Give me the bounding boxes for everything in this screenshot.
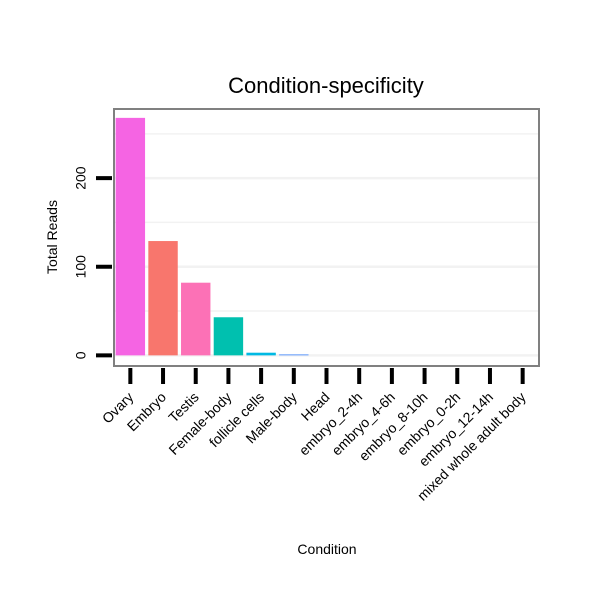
y-tick-label: 0: [73, 351, 89, 359]
y-tick-label: 200: [73, 166, 89, 190]
x-axis-label: Condition: [297, 541, 356, 557]
y-tick-label: 100: [73, 255, 89, 279]
bar-3: [213, 317, 244, 356]
bars: [115, 117, 309, 356]
chart-title: Condition-specificity: [228, 73, 424, 98]
bar-5: [279, 354, 309, 356]
y-axis: 0 100 200: [73, 166, 112, 359]
bar-1: [148, 241, 178, 356]
y-axis-label: Total Reads: [44, 200, 60, 274]
bar-2: [181, 282, 211, 356]
bar-0: [115, 117, 146, 356]
bar-4: [246, 352, 276, 356]
